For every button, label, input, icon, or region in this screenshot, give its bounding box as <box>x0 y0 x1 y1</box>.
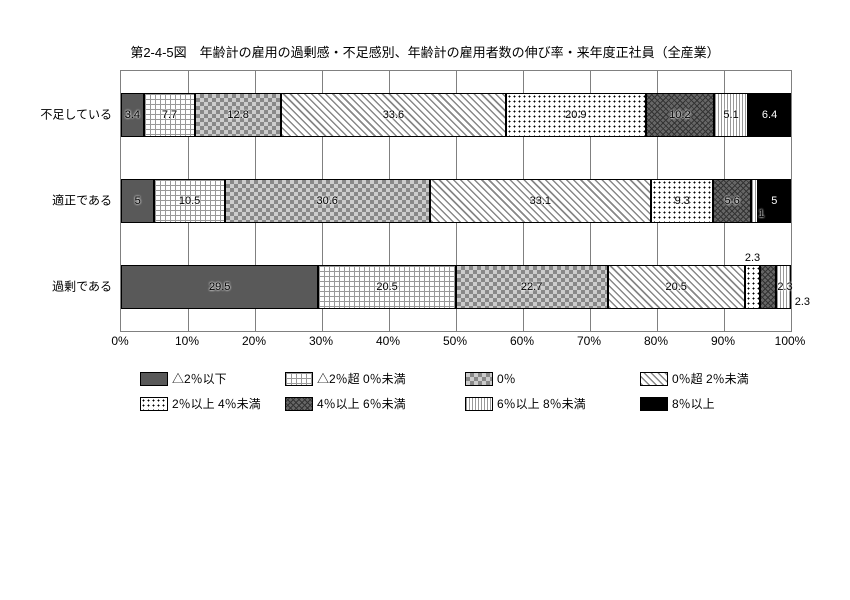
segment: 20.5 <box>318 265 455 309</box>
legend-item: 4％以上 6％未満 <box>285 395 465 412</box>
legend-item: 0％超 2％未満 <box>640 370 780 387</box>
segment: 5.6 <box>713 179 750 223</box>
legend-label: 0％超 2％未満 <box>672 370 749 387</box>
x-tick-label: 30% <box>309 334 333 348</box>
value-label: 12.8 <box>227 109 248 121</box>
value-label: 22.7 <box>521 281 542 293</box>
value-label: 7.7 <box>162 109 177 121</box>
legend-label: 0％ <box>497 370 516 387</box>
value-label: 2.3 <box>745 252 760 264</box>
segment: 30.6 <box>225 179 430 223</box>
x-tick-label: 90% <box>711 334 735 348</box>
value-label: 33.1 <box>530 195 551 207</box>
bar-row-surplus: 29.5 20.5 22.7 20.5 2.3 2.3 2.3 <box>121 265 791 309</box>
x-tick-label: 50% <box>443 334 467 348</box>
y-category-label: 過剰である <box>0 278 112 295</box>
segment: 1 <box>751 179 758 223</box>
value-label: 20.9 <box>565 109 586 121</box>
legend-swatch <box>640 397 668 411</box>
segment: 9.3 <box>651 179 713 223</box>
x-tick-label: 10% <box>175 334 199 348</box>
chart-title: 第2-4-5図 年齢計の雇用の過剰感・不足感別、年齢計の雇用者数の伸び率・来年度… <box>0 42 850 61</box>
legend-swatch <box>285 397 313 411</box>
value-label: 33.6 <box>383 109 404 121</box>
x-tick-label: 70% <box>577 334 601 348</box>
value-label: 5.1 <box>723 109 738 121</box>
legend-item: 2％以上 4％未満 <box>140 395 285 412</box>
segment: 2.3 <box>745 265 760 309</box>
legend-label: △2％超 0％未満 <box>317 370 406 387</box>
y-category-label: 不足している <box>0 106 112 123</box>
legend-swatch <box>285 372 313 386</box>
legend-swatch <box>140 372 168 386</box>
legend-item: 0％ <box>465 370 640 387</box>
bar-row-appropriate: 5 10.5 30.6 33.1 9.3 5.6 1 5 <box>121 179 791 223</box>
value-label: 10.2 <box>669 109 690 121</box>
segment: 29.5 <box>121 265 318 309</box>
legend-swatch <box>140 397 168 411</box>
legend-item: △2％以下 <box>140 370 285 387</box>
chart-container: 第2-4-5図 年齢計の雇用の過剰感・不足感別、年齢計の雇用者数の伸び率・来年度… <box>0 0 850 600</box>
value-label: 1 <box>758 208 764 220</box>
value-label: 30.6 <box>316 195 337 207</box>
x-tick-label: 100% <box>775 334 806 348</box>
x-tick-label: 20% <box>242 334 266 348</box>
value-label: 20.5 <box>666 281 687 293</box>
legend-item: △2％超 0％未満 <box>285 370 465 387</box>
legend-swatch <box>640 372 668 386</box>
value-label: 6.4 <box>762 109 777 121</box>
segment: 10.2 <box>646 93 714 137</box>
legend-label: △2％以下 <box>172 370 227 387</box>
segment: 20.9 <box>506 93 646 137</box>
legend-swatch <box>465 372 493 386</box>
legend-label: 2％以上 4％未満 <box>172 395 261 412</box>
segment: 33.1 <box>430 179 652 223</box>
segment: 7.7 <box>144 93 196 137</box>
value-label: 5 <box>135 195 141 207</box>
y-category-label: 適正である <box>0 192 112 209</box>
legend-swatch <box>465 397 493 411</box>
segment: 5.1 <box>714 93 748 137</box>
value-label: 5.6 <box>724 195 739 207</box>
segment: 20.5 <box>608 265 745 309</box>
legend-label: 4％以上 6％未満 <box>317 395 406 412</box>
x-tick-label: 80% <box>644 334 668 348</box>
legend-item: 8％以上 <box>640 395 780 412</box>
legend: △2％以下 △2％超 0％未満 0％ 0％超 2％未満 2％以上 4％未満 4％… <box>140 370 780 420</box>
segment: 6.4 <box>748 93 791 137</box>
x-tick-label: 40% <box>376 334 400 348</box>
segment: 2.3 <box>760 265 775 309</box>
value-label: 2.3 <box>795 296 810 308</box>
value-label: 3.4 <box>125 109 140 121</box>
value-label: 29.5 <box>209 281 230 293</box>
legend-item: 6％以上 8％未満 <box>465 395 640 412</box>
value-label: 5 <box>771 195 777 207</box>
value-label: 2.3 <box>777 281 792 293</box>
value-label: 9.3 <box>675 195 690 207</box>
segment: 33.6 <box>281 93 506 137</box>
segment: 12.8 <box>195 93 281 137</box>
legend-label: 8％以上 <box>672 395 715 412</box>
x-tick-label: 60% <box>510 334 534 348</box>
value-label: 10.5 <box>179 195 200 207</box>
x-tick-label: 0% <box>111 334 128 348</box>
segment: 3.4 <box>121 93 144 137</box>
bar-row-shortage: 3.4 7.7 12.8 33.6 20.9 10.2 5.1 6.4 <box>121 93 791 137</box>
plot-area: 3.4 7.7 12.8 33.6 20.9 10.2 5.1 6.4 5 10… <box>120 70 792 332</box>
value-label: 20.5 <box>376 281 397 293</box>
segment: 5 <box>121 179 154 223</box>
segment: 22.7 <box>456 265 608 309</box>
legend-label: 6％以上 8％未満 <box>497 395 586 412</box>
segment: 10.5 <box>154 179 224 223</box>
